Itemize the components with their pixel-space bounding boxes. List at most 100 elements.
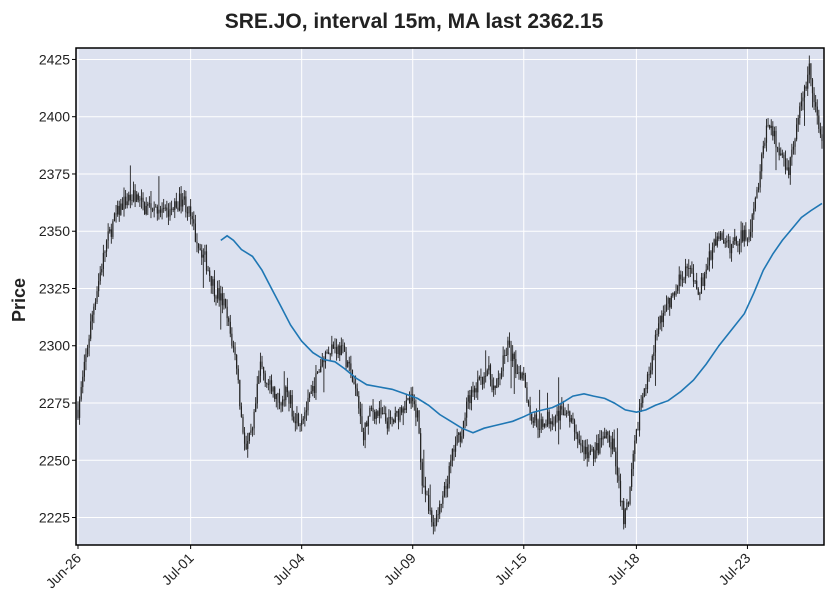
candle-body: [588, 452, 590, 459]
candle-body: [415, 404, 417, 418]
candle-body: [710, 251, 712, 260]
candle-body: [773, 130, 776, 137]
candle-body: [697, 288, 699, 295]
candle-body: [199, 248, 201, 251]
candle-body: [229, 321, 231, 334]
candle-body: [645, 388, 647, 390]
candle-body: [772, 125, 774, 137]
candle-body: [164, 207, 166, 209]
x-axis-ticks: Jun-26 Jul-01 Jul-04 Jul-09 Jul-15 Jul-18 Jul-…: [43, 545, 754, 591]
candle-body: [348, 361, 350, 364]
candle-body: [505, 355, 507, 356]
x-tick-label: Jul-09: [381, 550, 419, 588]
candle-body: [567, 411, 569, 413]
candle-body: [521, 373, 523, 379]
candle-body: [182, 199, 184, 207]
candle-body: [807, 74, 809, 89]
candle-body: [504, 355, 506, 356]
candle-body: [259, 361, 262, 376]
candle-body: [134, 190, 136, 202]
candle-body: [464, 417, 466, 421]
candle-body: [267, 383, 269, 385]
candle-body: [305, 410, 308, 413]
candle-body: [280, 402, 282, 406]
candle-body: [675, 290, 677, 296]
candle-body: [312, 386, 314, 392]
candle-body: [136, 194, 138, 202]
candle-body: [93, 306, 95, 315]
candle-body: [677, 286, 679, 291]
candle-body: [196, 241, 198, 244]
candle-body: [524, 375, 526, 388]
candle-body: [150, 203, 152, 210]
candle-body: [261, 361, 263, 368]
candle-body: [307, 397, 309, 411]
candle-body: [737, 244, 739, 246]
candle-body: [684, 266, 687, 279]
candle-body: [275, 393, 277, 400]
candle-body: [91, 314, 93, 322]
candle-body: [748, 236, 750, 240]
candle-body: [569, 411, 571, 422]
candle-body: [591, 448, 593, 451]
candle-body: [218, 288, 220, 301]
candle-body: [381, 413, 384, 415]
candle-body: [288, 392, 290, 404]
candle-body: [245, 443, 247, 449]
candle-body: [602, 436, 604, 440]
candle-body: [753, 208, 755, 215]
candle-body: [156, 206, 158, 214]
candle-body: [802, 97, 804, 102]
candle-body: [197, 243, 200, 249]
candle-body: [716, 236, 718, 246]
candle-body: [283, 399, 285, 401]
candle-body: [483, 376, 485, 385]
candle-body: [242, 416, 244, 433]
candle-body: [454, 443, 457, 452]
candle-body: [783, 154, 785, 159]
candle-body: [478, 377, 480, 380]
candle-body: [651, 356, 653, 371]
candle-body: [399, 407, 401, 421]
candle-body: [339, 345, 341, 356]
candle-body: [297, 413, 300, 426]
candle-body: [439, 504, 441, 515]
candle-body: [491, 379, 493, 390]
candle-body: [494, 385, 496, 388]
candle-body: [386, 421, 388, 429]
candle-body: [778, 148, 780, 156]
candle-body: [631, 469, 633, 487]
candle-body: [193, 219, 195, 224]
candle-body: [673, 292, 676, 296]
candle-body: [554, 416, 557, 424]
candle-body: [813, 93, 815, 103]
candle-body: [315, 373, 317, 393]
candle-body: [670, 296, 672, 308]
candle-body: [101, 268, 103, 273]
candle-body: [139, 199, 141, 201]
candle-body: [447, 483, 449, 489]
candle-body: [431, 510, 433, 523]
candle-body: [529, 405, 531, 414]
candle-body: [659, 315, 661, 324]
candle-body: [129, 194, 131, 201]
candle-body: [194, 223, 196, 242]
candle-body: [255, 403, 257, 412]
candle-body: [370, 407, 373, 409]
candle-body: [177, 207, 179, 211]
candle-body: [234, 347, 236, 356]
candle-body: [405, 400, 407, 410]
candle-body: [163, 208, 165, 209]
candle-body: [302, 418, 304, 421]
candle-body: [672, 292, 674, 297]
candle-body: [207, 270, 209, 272]
candle-body: [144, 202, 146, 215]
y-tick-label: 2300: [39, 338, 70, 354]
candle-body: [683, 278, 685, 281]
candle-body: [623, 501, 625, 525]
candle-body: [499, 377, 501, 379]
candle-body: [513, 353, 515, 360]
candle-body: [212, 279, 214, 286]
candle-body: [654, 334, 657, 353]
